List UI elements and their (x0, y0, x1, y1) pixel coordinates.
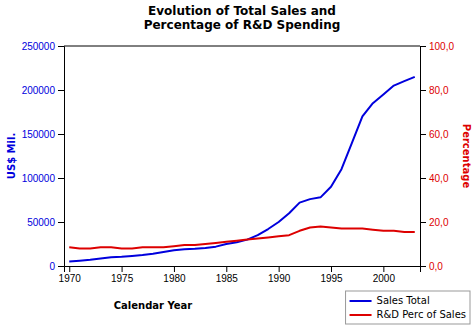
chart: 1970 1975 1980 1985 1990 1995 2000 0 50000 100000… (0, 0, 476, 328)
tick-label: 1985 (216, 273, 239, 284)
tick-mark (420, 178, 426, 179)
tick-mark (58, 266, 64, 267)
tick-mark (58, 46, 64, 47)
tick: 0 (49, 261, 64, 272)
tick: 0,0 (420, 261, 443, 272)
tick-label: 1975 (111, 273, 134, 284)
tick-mark (420, 90, 426, 91)
tick: 250000 (22, 41, 64, 52)
tick-label: 40,0 (429, 173, 449, 184)
tick: 100,0 (420, 41, 454, 52)
tick-label: 1980 (163, 273, 186, 284)
frame-top (64, 46, 420, 47)
y2-axis-title: Percentage (461, 124, 472, 189)
y2-axis: 0,0 20,0 40,0 60,0 80,0 100,0 (420, 41, 454, 272)
tick-label: 100,0 (429, 41, 454, 52)
x-axis: 1970 1975 1980 1985 1990 1995 2000 (59, 266, 421, 284)
tick: 40,0 (420, 173, 449, 184)
tick: 1980 (163, 266, 186, 284)
tick-mark (383, 266, 384, 272)
tick-label: 250000 (22, 41, 56, 52)
tick-mark (420, 46, 426, 47)
tick-mark (174, 266, 175, 272)
marks (69, 77, 415, 262)
tick-label: 50000 (27, 217, 55, 228)
legend-swatch (350, 314, 372, 316)
tick-mark (420, 266, 426, 267)
tick-label: 2000 (373, 273, 396, 284)
title: Evolution of Total Sales andPercentage o… (144, 4, 341, 32)
y-axis: 0 50000 100000 150000 200000 250000 (22, 41, 65, 272)
tick: 80,0 (420, 85, 449, 96)
tick: 2000 (373, 266, 396, 284)
tick-label: 150000 (22, 129, 56, 140)
tick-label: 0,0 (429, 261, 443, 272)
tick-label: 200000 (22, 85, 56, 96)
legend-swatch (350, 300, 372, 302)
tick: 60,0 (420, 129, 449, 140)
tick-label: 100000 (22, 173, 56, 184)
legend-label: Sales Total (377, 295, 430, 306)
legend: Sales Total R&D Perc of Sales (346, 291, 470, 324)
legend-label: R&D Perc of Sales (377, 309, 466, 320)
y-axis-title: US$ Mil. (6, 133, 17, 179)
tick-mark (420, 134, 426, 135)
tick: 1970 (59, 266, 82, 284)
tick: 50000 (27, 217, 64, 228)
tick-label: 60,0 (429, 129, 449, 140)
tick-mark (69, 266, 70, 272)
legend-box (346, 291, 470, 324)
tick-mark (58, 222, 64, 223)
tick: 200000 (22, 85, 64, 96)
tick-mark (122, 266, 123, 272)
tick-mark (279, 266, 280, 272)
tick-label: 0 (49, 261, 55, 272)
tick: 20,0 (420, 217, 449, 228)
tick-mark (58, 178, 64, 179)
tick-label: 1990 (268, 273, 291, 284)
tick-label: 1995 (320, 273, 343, 284)
tick: 100000 (22, 173, 64, 184)
series-line (69, 77, 415, 262)
tick-label: 80,0 (429, 85, 449, 96)
tick: 1975 (111, 266, 134, 284)
tick: 1985 (216, 266, 239, 284)
tick: 1995 (320, 266, 343, 284)
x-axis-title: Calendar Year (114, 300, 193, 311)
tick: 1990 (268, 266, 291, 284)
legend-item: R&D Perc of Sales (350, 309, 466, 320)
legend-items: Sales Total R&D Perc of Sales (350, 295, 466, 320)
tick-label: 20,0 (429, 217, 449, 228)
tick-mark (226, 266, 227, 272)
axis-line (65, 267, 421, 273)
axis-line (58, 47, 65, 267)
legend-item: Sales Total (350, 295, 430, 306)
tick-mark (420, 222, 426, 223)
tick-mark (331, 266, 332, 272)
series-line (69, 226, 415, 248)
tick: 150000 (22, 129, 64, 140)
tick-label: 1970 (59, 273, 82, 284)
tick-mark (58, 134, 64, 135)
axis-line (421, 47, 427, 267)
tick-mark (58, 90, 64, 91)
plot: 1970 1975 1980 1985 1990 1995 2000 0 50000 100000… (22, 41, 455, 284)
